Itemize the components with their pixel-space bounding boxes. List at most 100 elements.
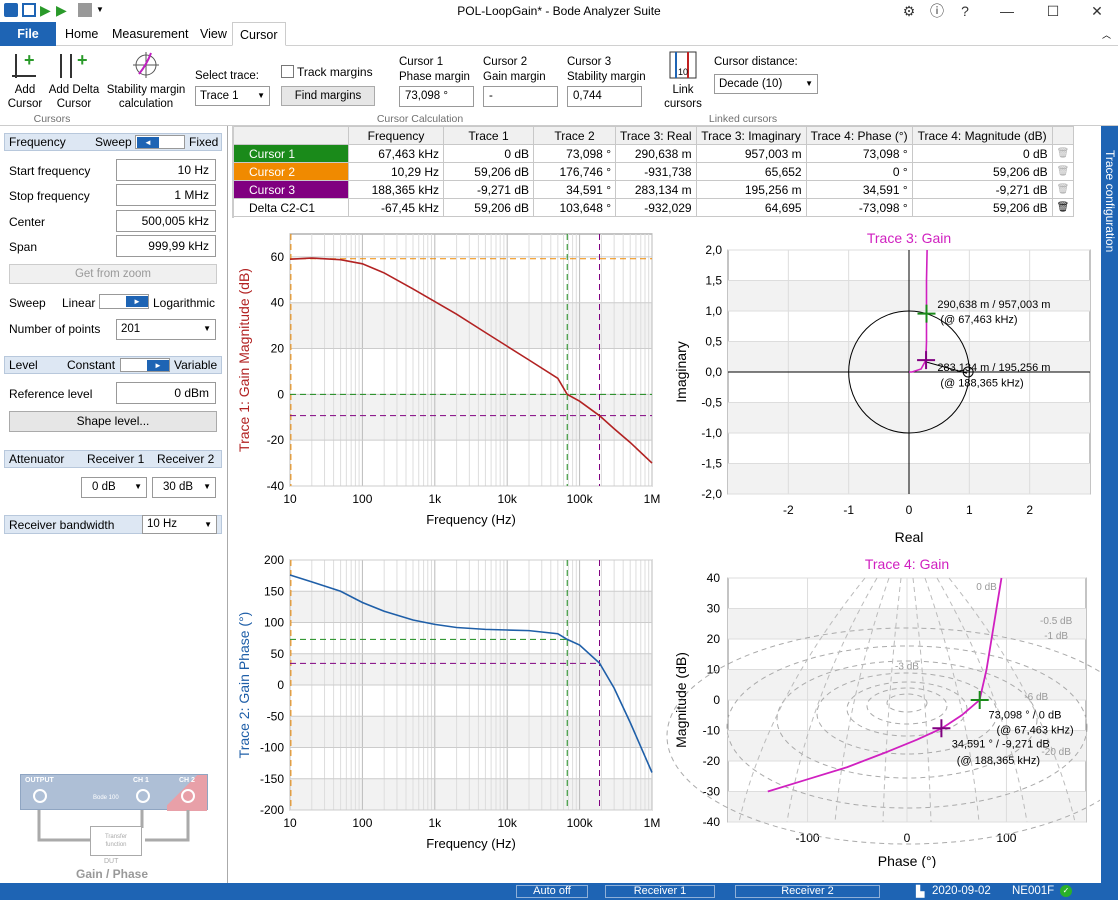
save-icon[interactable] [22, 3, 36, 17]
minimize-button[interactable]: — [1000, 3, 1014, 19]
receiver1-status[interactable]: Receiver 1 [605, 885, 715, 898]
table-row[interactable]: Cursor 3 188,365 kHz -9,271 dB 34,591 ° 283,… [232, 180, 1075, 199]
column-header[interactable]: Trace 3: Real [615, 126, 697, 145]
receiver2-label: Receiver 2 [157, 452, 215, 466]
span-field[interactable]: 999,99 kHz [116, 235, 216, 257]
play-icon[interactable]: ▶ [40, 2, 51, 18]
constant-label: Constant [67, 358, 116, 372]
column-header[interactable]: Trace 4: Phase (°) [805, 126, 913, 145]
nichols-contour [924, 577, 980, 823]
gear-icon[interactable]: ⚙ [902, 3, 916, 19]
points-dropdown[interactable]: 201 ▼ [116, 319, 216, 340]
y-tick-label: -0,5 [701, 396, 722, 410]
cursor-name-cell[interactable]: Cursor 1 [232, 144, 349, 163]
chevron-down-icon: ▼ [805, 79, 813, 88]
add-cursor-label-1: Add [14, 84, 36, 96]
cursor-name-cell[interactable]: Delta C2-C1 [232, 198, 349, 217]
table-cell: 64,695 [695, 198, 807, 217]
column-header[interactable]: Trace 4: Magnitude (dB) [911, 126, 1053, 145]
stop-frequency-field[interactable]: 1 MHz [116, 184, 216, 206]
start-frequency-field[interactable]: 10 Hz [116, 159, 216, 181]
column-header[interactable]: Frequency [348, 126, 444, 145]
track-margins-checkbox[interactable] [281, 65, 294, 78]
y-tick-label: 10 [707, 663, 721, 677]
link-cursors-button[interactable]: 10 Link cursors [663, 50, 703, 116]
cursor-name-cell[interactable]: Cursor 3 [232, 180, 349, 199]
cursor-calculation-group-label: Cursor Calculation [376, 113, 464, 125]
add-delta-cursor-button[interactable]: + Add Delta Cursor [48, 50, 100, 116]
shape-level-button[interactable]: Shape level... [9, 411, 217, 432]
sweep-mode-label: Sweep [9, 296, 46, 310]
trash-icon[interactable]: 🗑 [1051, 162, 1075, 181]
reference-level-field[interactable]: 0 dBm [116, 382, 216, 404]
table-splitter[interactable] [232, 126, 234, 218]
linear-log-toggle[interactable]: ► [99, 294, 149, 309]
close-button[interactable]: ✕ [1091, 3, 1103, 19]
phase-margin-field[interactable]: 73,098 ° [399, 86, 474, 107]
maximize-button[interactable]: ☐ [1046, 3, 1060, 19]
nyquist-chart[interactable]: 2,0 1,5 1,0 0,5 0,0 -0,5 -1,0 -1,5 -2,0 -2 -1 0 1 2 Tr… [664, 226, 1100, 542]
tab-view[interactable]: View [200, 27, 227, 41]
column-header[interactable]: Trace 3: Imaginary [695, 126, 807, 145]
stability-margin-button[interactable]: Stability margin calculation [104, 50, 188, 116]
trash-icon[interactable]: 🗑 [1051, 180, 1075, 199]
trash-icon[interactable]: 🗑 [1051, 198, 1075, 217]
trash-icon[interactable]: 🗑 [1051, 144, 1075, 163]
add-cursor-icon: + [12, 50, 36, 78]
y-tick-label: 0,5 [705, 335, 722, 349]
select-trace-dropdown[interactable]: Trace 1 ▼ [195, 86, 270, 106]
tab-file[interactable]: File [0, 22, 56, 46]
cursor-annotation: (@ 67,463 kHz) [997, 725, 1074, 737]
cursor3-label: Cursor 3 Stability margin [567, 55, 646, 85]
trace-configuration-strip[interactable] [1101, 126, 1118, 883]
info-icon[interactable]: ⓘ [930, 3, 944, 19]
y-tick-label: -1,0 [701, 426, 722, 440]
stability-margin-field[interactable]: 0,744 [567, 86, 642, 107]
continuous-play-icon[interactable]: ▶ [56, 2, 67, 18]
cursor-distance-dropdown[interactable]: Decade (10) ▼ [714, 74, 818, 94]
stop-icon[interactable] [78, 3, 92, 17]
receiver-bandwidth-dropdown[interactable]: 10 Hz ▼ [142, 515, 217, 534]
attenuator2-dropdown[interactable]: 30 dB ▼ [152, 477, 216, 498]
center-field[interactable]: 500,005 kHz [116, 210, 216, 232]
x-axis-label: Real [895, 529, 924, 542]
stability-margin-label-2: calculation [118, 98, 174, 110]
quick-access-dropdown-icon[interactable]: ▼ [96, 5, 104, 14]
sweep-fixed-toggle[interactable]: ◄ [135, 135, 185, 149]
y-tick-label: 60 [271, 250, 285, 264]
find-margins-button[interactable]: Find margins [281, 86, 375, 106]
tab-home[interactable]: Home [65, 27, 99, 41]
cursor-name-cell[interactable]: Cursor 2 [232, 162, 349, 181]
column-header[interactable]: Trace 1 [443, 126, 534, 145]
cursor1-label-1: Cursor 1 [399, 56, 444, 68]
nichols-contour [738, 577, 866, 823]
receiver2-status[interactable]: Receiver 2 [735, 885, 880, 898]
tab-cursor[interactable]: Cursor [232, 22, 286, 46]
table-row[interactable]: Cursor 2 10,29 Hz 59,206 dB 176,746 ° -931,7… [232, 162, 1075, 181]
column-header[interactable]: Trace 2 [533, 126, 616, 145]
attenuator2-value: 30 dB [163, 481, 194, 493]
level-header-label: Level [9, 358, 38, 372]
help-icon[interactable]: ? [961, 3, 969, 19]
add-cursor-button[interactable]: + Add Cursor [6, 50, 44, 116]
collapse-ribbon-icon[interactable]: ︿ [1102, 30, 1112, 40]
nichols-contour [816, 672, 998, 755]
tab-measurement[interactable]: Measurement [112, 27, 189, 41]
constant-variable-toggle[interactable]: ► [120, 358, 170, 372]
x-axis-label: Phase (°) [878, 853, 937, 868]
table-row[interactable]: Delta C2-C1 -67,45 kHz 59,206 dB 103,648 ° -… [232, 198, 1075, 217]
gain-margin-field[interactable]: - [483, 86, 558, 107]
device-name-label: Bode 100 [93, 795, 119, 801]
auto-status[interactable]: Auto off [516, 885, 588, 898]
trace-line [289, 257, 653, 464]
get-from-zoom-button[interactable]: Get from zoom [9, 264, 217, 284]
dut-label: DUT [104, 858, 119, 865]
column-header[interactable] [232, 126, 349, 145]
attenuator1-dropdown[interactable]: 0 dB ▼ [81, 477, 147, 498]
y-tick-label: 40 [271, 296, 285, 310]
y-tick-label: 30 [707, 602, 721, 616]
